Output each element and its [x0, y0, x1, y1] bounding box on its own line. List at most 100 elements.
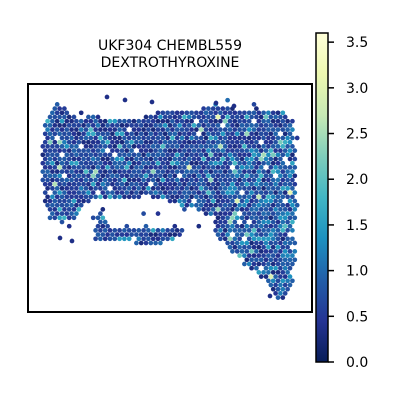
tissue-spot: [227, 211, 233, 216]
tissue-spot: [150, 186, 156, 191]
tissue-spot: [90, 181, 96, 187]
tissue-spot: [117, 127, 122, 132]
tissue-spot: [208, 202, 214, 208]
tissue-spot: [292, 148, 298, 153]
tissue-spot: [50, 160, 55, 166]
tissue-spot: [285, 211, 290, 216]
tissue-spot: [40, 152, 46, 158]
tissue-spot: [107, 160, 113, 166]
tissue-spot: [165, 177, 170, 183]
tissue-spot: [282, 139, 288, 145]
tissue-spot: [165, 194, 170, 200]
tissue-spot: [287, 274, 293, 279]
tissue-spot: [282, 148, 288, 153]
tissue-spot: [57, 106, 62, 111]
tissue-spot: [242, 118, 247, 124]
tissue-spot: [213, 177, 218, 183]
tissue-spot: [146, 228, 151, 233]
tissue-spot: [227, 127, 233, 132]
tissue-spot: [251, 261, 257, 267]
tissue-spot: [95, 215, 101, 221]
tissue-spot: [278, 156, 283, 162]
tissue-spot: [66, 223, 72, 229]
tissue-spot: [143, 173, 149, 179]
tissue-spot: [201, 207, 206, 212]
tissue-spot: [239, 240, 245, 246]
tissue-spot: [213, 169, 218, 174]
tissue-spot: [278, 215, 283, 221]
tissue-spot: [83, 127, 89, 132]
tissue-spot: [208, 152, 214, 158]
tissue-spot: [222, 236, 228, 242]
tissue-spot: [258, 181, 264, 187]
tissue-spot: [122, 118, 127, 124]
tissue-spot: [174, 186, 180, 191]
tissue-spot: [203, 152, 209, 158]
tissue-spot: [129, 181, 134, 187]
tissue-spot: [278, 265, 283, 271]
tissue-spot: [266, 144, 271, 149]
tissue-spot: [141, 177, 146, 183]
tissue-spot: [102, 228, 108, 233]
tissue-spot: [261, 118, 266, 124]
tissue-spot: [165, 186, 170, 191]
tissue-spot: [138, 240, 144, 246]
tissue-spot: [71, 215, 77, 221]
tissue-spot: [225, 97, 230, 103]
tissue-spot: [64, 152, 70, 158]
tissue-spot: [90, 215, 96, 221]
tissue-spot: [222, 177, 228, 183]
tissue-spot: [268, 123, 274, 128]
tissue-spot: [182, 123, 187, 128]
tissue-spot: [218, 110, 223, 116]
tissue-spot: [64, 202, 70, 208]
tissue-spot: [86, 148, 91, 153]
tissue-spot: [254, 114, 259, 120]
tissue-spot: [146, 186, 151, 191]
tissue-spot: [86, 198, 91, 204]
tissue-spot: [93, 127, 98, 132]
tissue-spot: [254, 181, 259, 187]
tissue-spot: [201, 131, 206, 137]
tissue-spot: [93, 177, 98, 183]
tissue-spot: [119, 181, 125, 187]
tissue-spot: [210, 190, 216, 195]
tissue-spot: [95, 223, 101, 229]
tissue-spot: [213, 186, 218, 191]
tissue-spot: [83, 135, 89, 141]
tissue-spot: [155, 228, 161, 233]
tissue-spot: [244, 198, 250, 204]
tissue-spot: [57, 198, 62, 204]
tissue-spot: [76, 198, 82, 204]
tissue-spot: [138, 232, 144, 237]
tissue-spot: [160, 169, 166, 174]
tissue-spot: [95, 156, 101, 162]
tissue-spot: [93, 135, 98, 141]
tissue-spot: [158, 123, 163, 128]
tissue-spot: [213, 160, 218, 166]
tissue-spot: [282, 249, 288, 254]
tissue-spot: [54, 127, 60, 132]
tissue-spot: [254, 207, 259, 212]
tissue-spot: [107, 152, 113, 158]
tissue-spot: [273, 190, 278, 195]
tissue-spot: [261, 186, 266, 191]
tissue-spot: [100, 181, 106, 187]
tissue-spot: [174, 152, 180, 158]
tissue-spot: [78, 186, 84, 191]
tissue-spot: [218, 160, 223, 166]
tissue-spot: [201, 106, 206, 111]
tissue-spot: [186, 123, 192, 128]
tissue-spot: [107, 127, 113, 132]
tissue-spot: [275, 270, 281, 275]
tissue-spot: [90, 139, 96, 145]
tissue-spot: [149, 99, 155, 105]
tissue-spot: [143, 190, 149, 195]
tissue-spot: [64, 186, 70, 191]
tissue-spot: [227, 194, 233, 200]
tissue-spot: [172, 131, 178, 137]
tissue-spot: [213, 100, 219, 106]
tissue-spot: [172, 148, 178, 153]
tissue-spot: [206, 198, 211, 204]
tissue-spot: [57, 156, 62, 162]
